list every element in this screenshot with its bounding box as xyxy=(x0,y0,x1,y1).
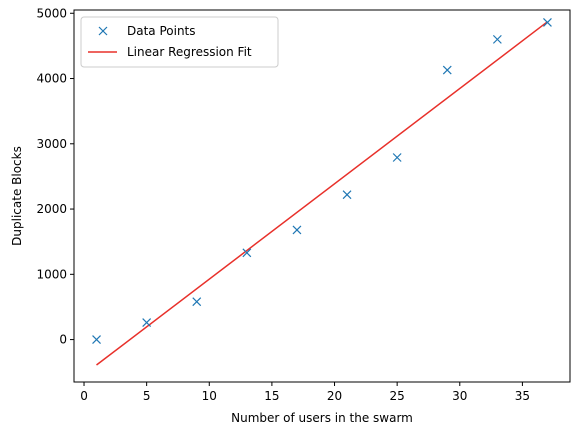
x-tick-label: 5 xyxy=(143,389,151,403)
plot-frame xyxy=(73,9,571,383)
y-tick-label: 2000 xyxy=(36,202,67,216)
y-tick-label: 4000 xyxy=(36,72,67,86)
plot-marks xyxy=(92,17,552,366)
x-tick-label: 30 xyxy=(452,389,467,403)
data-point xyxy=(292,225,302,235)
data-point xyxy=(342,190,352,200)
data-point xyxy=(492,34,502,44)
data-point xyxy=(92,335,101,345)
data-point xyxy=(543,17,552,27)
y-tick-label: 1000 xyxy=(36,267,67,281)
y-tick-label: 5000 xyxy=(36,6,67,20)
data-point xyxy=(242,248,252,258)
legend-box xyxy=(80,16,279,68)
x-axis-ticks: 0 5 10 15 20 25 30 35 xyxy=(80,382,530,403)
y-axis-ticks: 0 1000 2000 3000 4000 5000 xyxy=(36,6,74,347)
data-point xyxy=(192,297,202,307)
x-tick-label: 20 xyxy=(327,389,342,403)
data-point xyxy=(142,318,152,328)
legend-label-regression-fit: Linear Regression Fit xyxy=(127,45,252,59)
x-tick-label: 35 xyxy=(515,389,530,403)
y-tick-label: 0 xyxy=(59,333,67,347)
legend-label-data-points: Data Points xyxy=(127,24,196,38)
x-tick-label: 25 xyxy=(390,389,405,403)
y-tick-label: 3000 xyxy=(36,137,67,151)
data-point xyxy=(392,153,402,162)
x-tick-label: 15 xyxy=(264,389,279,403)
y-axis-label: Duplicate Blocks xyxy=(10,146,24,246)
data-point xyxy=(442,65,452,75)
x-tick-label: 0 xyxy=(80,389,88,403)
legend-marker-data-points xyxy=(98,26,108,36)
x-axis-label: Number of users in the swarm xyxy=(231,411,413,425)
legend: Data Points Linear Regression Fit xyxy=(80,16,279,68)
x-tick-label: 10 xyxy=(202,389,217,403)
regression-fit-line xyxy=(96,21,548,366)
